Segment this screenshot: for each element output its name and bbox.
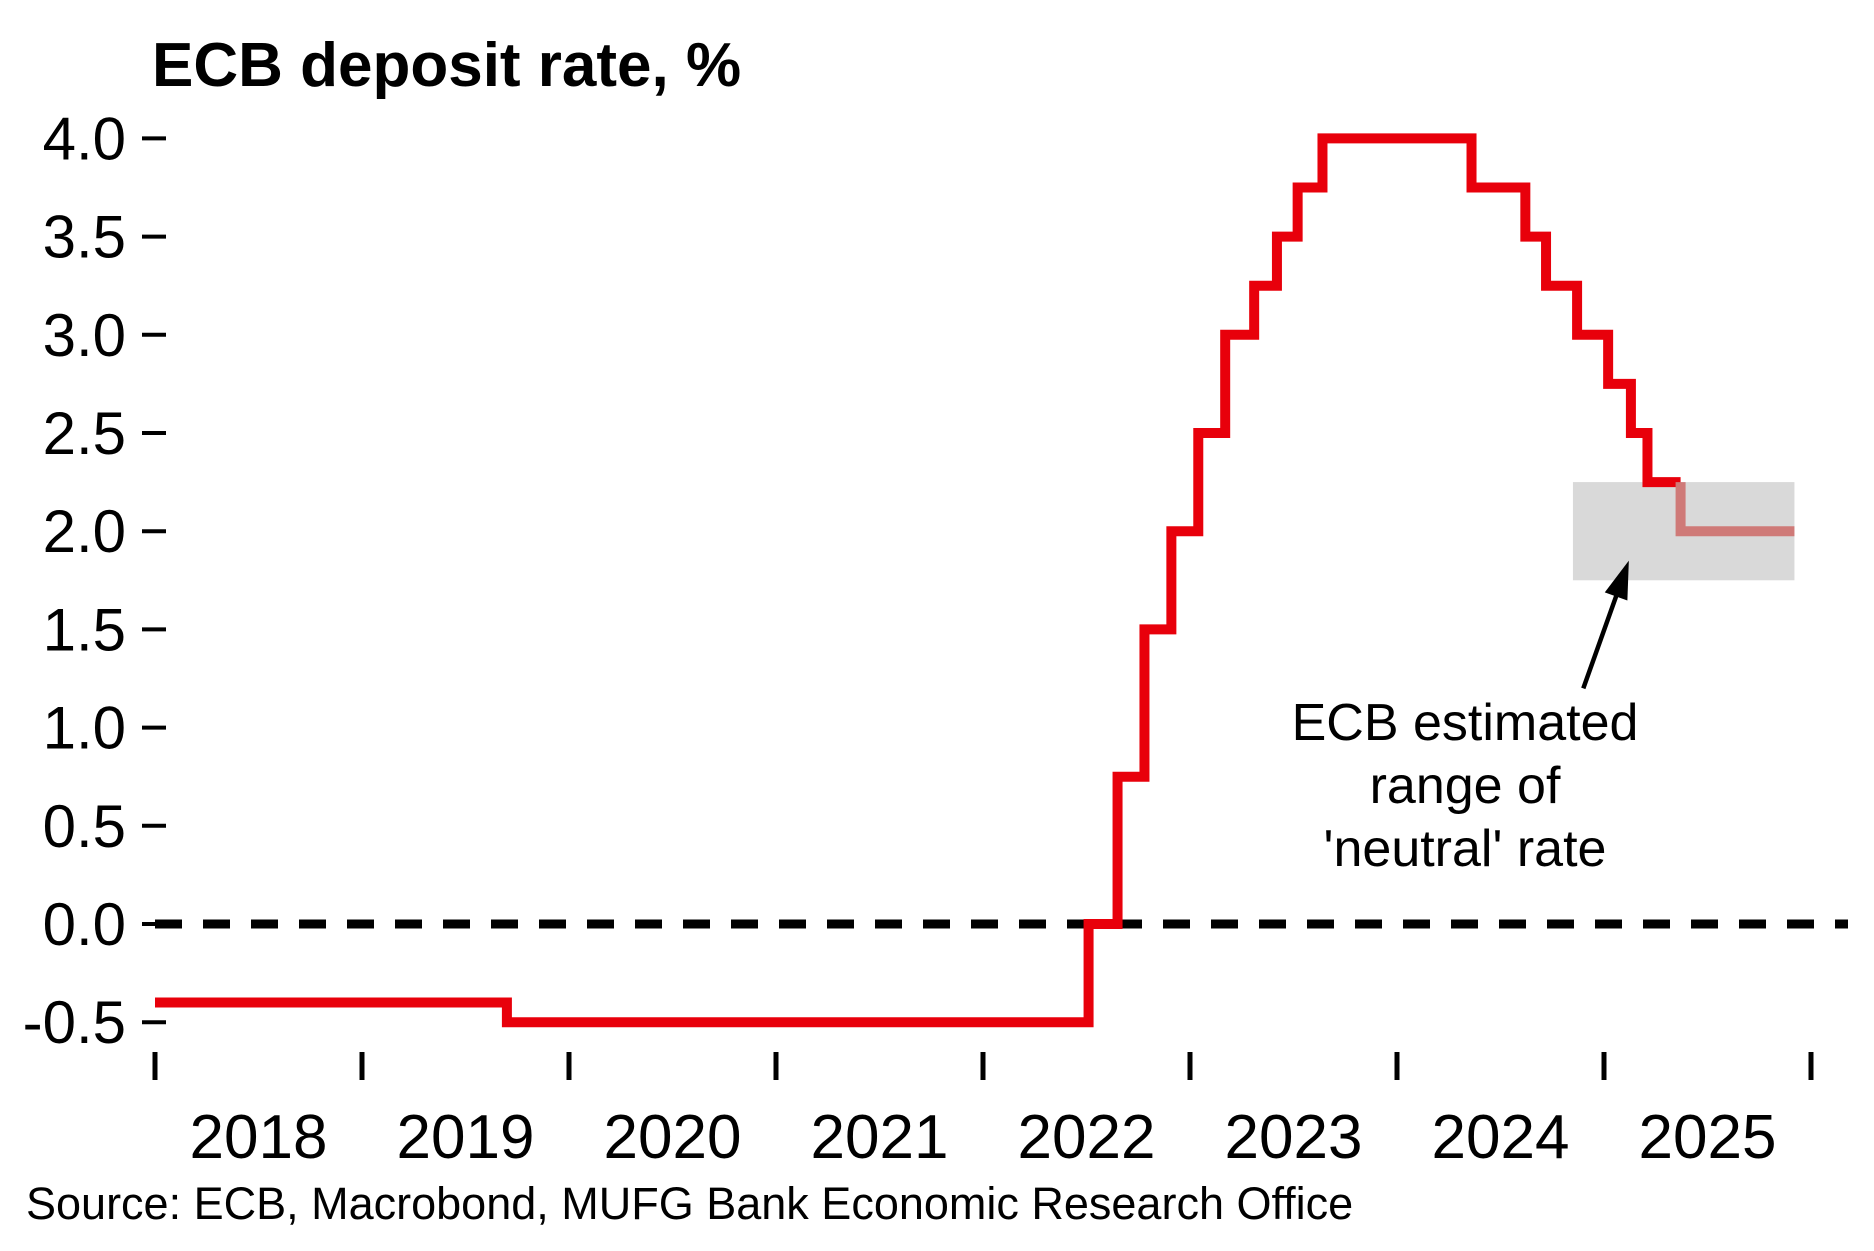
source-note: Source: ECB, Macrobond, MUFG Bank Econom… xyxy=(26,1178,1354,1229)
annotation-line-1: ECB estimated xyxy=(1291,694,1639,752)
y-axis-tick-label: 1.0 xyxy=(43,695,126,762)
x-axis-tick-label: 2019 xyxy=(397,1103,535,1172)
x-axis-tick-label: 2023 xyxy=(1225,1103,1363,1172)
y-axis-tick-label: 3.0 xyxy=(43,302,126,369)
x-axis-tick-label: 2021 xyxy=(811,1103,949,1172)
x-axis-tick-label: 2025 xyxy=(1639,1103,1777,1172)
y-axis-tick-label: 2.5 xyxy=(43,400,126,467)
y-axis-tick-label: 4.0 xyxy=(43,105,126,172)
x-axis-tick-label: 2022 xyxy=(1018,1103,1156,1172)
x-axis-tick-label: 2024 xyxy=(1432,1103,1570,1172)
neutral-rate-annotation: ECB estimated range of 'neutral' rate xyxy=(1163,692,1767,881)
y-axis-tick-label: 2.0 xyxy=(43,498,126,565)
x-axis-tick-label: 2020 xyxy=(604,1103,742,1172)
x-axis-tick-label: 2018 xyxy=(190,1103,328,1172)
y-axis-tick-label: 0.0 xyxy=(43,891,126,958)
annotation-arrow-shaft xyxy=(1581,586,1622,690)
deposit-rate-line-in-band xyxy=(1675,482,1795,537)
y-axis-tick-label: -0.5 xyxy=(23,989,126,1056)
deposit-rate-line xyxy=(155,133,1681,1028)
annotation-arrow-head xyxy=(1604,560,1629,601)
chart-title: ECB deposit rate, % xyxy=(152,31,742,100)
annotation-line-2: range of xyxy=(1369,757,1561,815)
y-axis-tick-label: 0.5 xyxy=(43,793,126,860)
annotation-line-3: 'neutral' rate xyxy=(1323,820,1607,878)
y-axis-tick-label: 1.5 xyxy=(43,596,126,663)
y-axis-tick-label: 3.5 xyxy=(43,204,126,271)
